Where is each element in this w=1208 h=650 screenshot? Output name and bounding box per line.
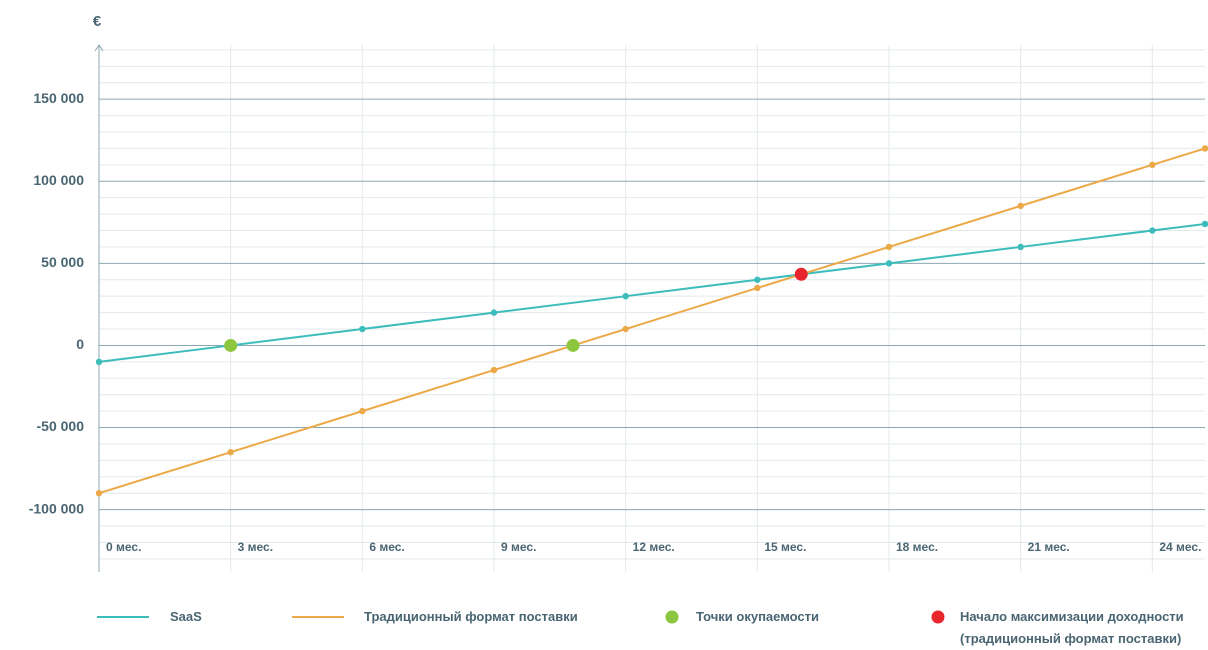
series-point (1017, 202, 1024, 210)
x-tick-label: 0 мес. (106, 540, 141, 554)
series-point (1017, 243, 1024, 251)
y-tick-label: 0 (76, 336, 84, 352)
x-tick-label: 9 мес. (501, 540, 536, 554)
series-point (95, 489, 103, 497)
series-point (1201, 145, 1208, 152)
y-axis-label: € (93, 13, 102, 30)
series-line (98, 222, 1206, 363)
legend-swatch (665, 610, 679, 624)
legend-label: SaaS (170, 609, 202, 624)
y-tick-label: -100 000 (29, 500, 84, 516)
series-point (1149, 227, 1156, 234)
y-axis-arrow (94, 44, 104, 52)
legend-label: Традиционный формат поставки (364, 609, 578, 624)
legend-label: Точки окупаемости (696, 609, 820, 624)
series-point (227, 448, 234, 456)
x-tick-label: 24 мес. (1159, 540, 1201, 554)
series-point (885, 260, 893, 267)
series-point (754, 276, 761, 283)
x-tick-label: 18 мес. (896, 540, 938, 554)
x-tick-label: 3 мес. (238, 540, 273, 554)
x-tick-label: 15 мес. (764, 540, 806, 554)
series-point (95, 358, 103, 366)
marker-point (794, 267, 808, 281)
y-tick-label: 50 000 (41, 254, 84, 270)
x-tick-label: 21 мес. (1028, 540, 1070, 554)
y-tick-label: 150 000 (33, 90, 84, 106)
series-point (622, 325, 629, 333)
series-point (359, 325, 366, 333)
series-point (359, 407, 366, 415)
series-point (754, 284, 761, 292)
y-tick-label: 100 000 (33, 172, 84, 188)
marker-point (224, 338, 238, 352)
series-point (490, 366, 498, 374)
x-tick-label: 12 мес. (633, 540, 675, 554)
series-point (622, 292, 629, 300)
series-point (1149, 161, 1156, 169)
x-tick-label: 6 мес. (369, 540, 404, 554)
series-point (1201, 220, 1208, 228)
series-line (98, 147, 1206, 495)
legend-label: Начало максимизации доходности (традицио… (960, 609, 1184, 646)
y-tick-label: -50 000 (37, 418, 85, 434)
marker-point (566, 338, 580, 352)
legend-swatch (931, 610, 945, 624)
series-point (885, 243, 893, 251)
series-point (490, 309, 498, 316)
